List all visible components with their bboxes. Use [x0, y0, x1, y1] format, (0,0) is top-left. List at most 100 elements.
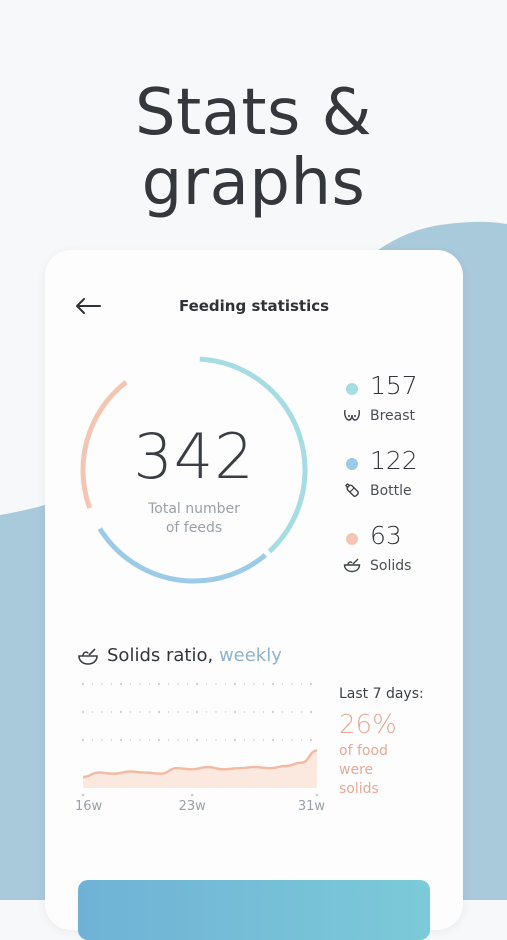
grid-dot: [177, 683, 179, 685]
solids-dot: [346, 533, 358, 545]
breast-label: Breast: [370, 408, 416, 424]
last-7-days-summary: Last 7 days: 26% of food were solids: [339, 686, 449, 799]
grid-dot: [253, 711, 255, 713]
legend-item-bottle: 122 Bottle: [343, 446, 453, 522]
grid-dot: [91, 711, 94, 713]
grid-dot: [157, 682, 161, 686]
grid-dot: [119, 710, 123, 714]
grid-dot: [167, 683, 170, 685]
grid-dot: [309, 738, 313, 742]
grid-dot: [309, 682, 313, 686]
grid-dot: [271, 738, 275, 742]
grid-dot: [91, 739, 94, 741]
grid-dot: [186, 739, 189, 741]
feeds-donut-chart: [80, 356, 308, 584]
grid-dot: [129, 739, 132, 741]
x-axis-ticks: 16w 23w 31w: [75, 793, 325, 814]
x-tick-mark: [190, 793, 194, 797]
donut-segment-bottle: [80, 356, 308, 584]
grid-dot: [139, 711, 141, 713]
grid-dot: [253, 739, 255, 741]
solids-ratio-chart: 16w 23w 31w: [75, 682, 325, 814]
feeds-legend: 157 Breast 122 Bottle 63: [343, 371, 453, 597]
grid-dot: [186, 683, 189, 685]
x-tick-label: 16w: [75, 799, 103, 814]
bowl-icon: [343, 558, 361, 573]
grid-dot: [262, 739, 265, 741]
grid-dot: [281, 683, 284, 685]
grid-dot: [224, 711, 227, 713]
grid-dot: [167, 711, 170, 713]
legend-item-breast: 157 Breast: [343, 371, 453, 447]
grid-dot: [119, 738, 123, 742]
grid-dot: [243, 683, 246, 685]
grid-dot: [148, 739, 151, 741]
grid-dot: [139, 739, 141, 741]
grid-dot: [129, 711, 132, 713]
grid-dot: [101, 711, 103, 713]
grid-dot: [253, 683, 255, 685]
grid-dot: [129, 683, 132, 685]
arrow-left-icon: [76, 297, 101, 314]
grid-dot: [291, 739, 293, 741]
grid-dot: [291, 683, 293, 685]
bottle-count: 122: [370, 446, 418, 475]
solids-ratio-header: Solids ratio, weekly: [77, 644, 377, 670]
grid-dot: [167, 739, 170, 741]
grid-dot: [215, 711, 217, 713]
grid-dot: [271, 710, 275, 714]
solids-ratio-title: Solids ratio, weekly: [107, 645, 282, 666]
solids-title-text: Solids ratio: [107, 645, 208, 666]
primary-action-button[interactable]: [78, 880, 430, 940]
grid-dot: [262, 711, 265, 713]
bowl-icon: [78, 648, 98, 665]
grid-dot: [177, 739, 179, 741]
grid-dot: [309, 710, 313, 714]
grid-dot: [215, 683, 217, 685]
note-line-3: solids: [339, 781, 379, 797]
solids-period-link[interactable]: weekly: [218, 645, 282, 666]
grid-dot: [139, 683, 141, 685]
grid-dot: [224, 739, 227, 741]
bottle-label: Bottle: [370, 483, 412, 499]
grid-dot: [110, 739, 113, 741]
grid-dot: [243, 739, 246, 741]
grid-dot: [177, 711, 179, 713]
breast-icon: [344, 409, 360, 421]
note-line-2: were: [339, 762, 374, 778]
top-bar: Feeding statistics: [45, 294, 463, 324]
back-button[interactable]: [71, 292, 105, 322]
grid-dot: [81, 738, 85, 742]
grid-dot: [243, 711, 246, 713]
solids-count: 63: [370, 521, 402, 550]
headline-line-2: graphs: [141, 146, 366, 220]
solids-line: [82, 749, 318, 779]
grid-dot: [271, 682, 275, 686]
grid-dot: [110, 711, 113, 713]
solids-percent: 26%: [339, 710, 397, 740]
grid-dot: [300, 683, 303, 685]
total-label-line-1: Total number: [148, 501, 240, 517]
bottle-dot: [346, 458, 358, 470]
grid-dot: [110, 683, 113, 685]
solids-label: Solids: [370, 558, 412, 574]
total-label-line-2: of feeds: [165, 520, 223, 536]
solids-percent-note: of food were solids: [339, 742, 399, 799]
donut-center: 342 Total number of feeds: [78, 354, 310, 586]
grid-dot: [157, 710, 161, 714]
note-line-1: of food: [339, 743, 388, 759]
x-tick-label: 31w: [298, 799, 325, 814]
phone-card: Feeding statistics 342 Total number of f…: [45, 250, 463, 940]
legend-item-solids: 63 Solids: [343, 521, 453, 597]
grid-dot: [195, 710, 199, 714]
grid-dot: [205, 711, 208, 713]
grid-dot: [101, 739, 103, 741]
grid-dot: [195, 682, 199, 686]
headline: Stats & graphs: [0, 78, 507, 218]
grid-dot: [233, 710, 237, 714]
headline-line-1: Stats &: [134, 76, 373, 150]
grid-dot: [81, 710, 85, 714]
solids-title-separator: ,: [207, 645, 214, 666]
x-tick-label: 23w: [179, 799, 207, 814]
grid-dot: [281, 739, 284, 741]
